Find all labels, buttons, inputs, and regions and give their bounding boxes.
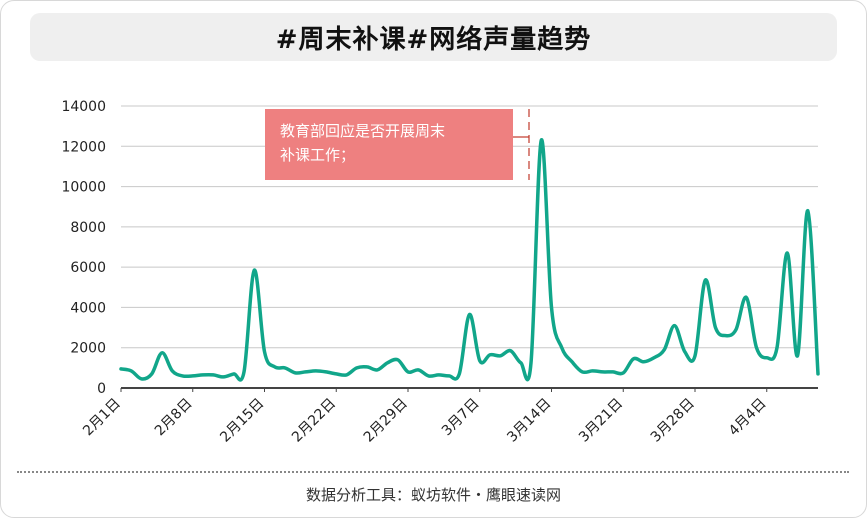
title-bar: #周末补课#网络声量趋势: [30, 13, 837, 61]
x-tick-label: 2月22日: [289, 396, 339, 446]
x-tick-label: 3月14日: [504, 396, 554, 446]
y-axis: 0 2000 4000 6000 8000 10000 12000 14000: [61, 99, 106, 397]
y-tick-label: 12000: [61, 139, 106, 155]
y-tick-label: 14000: [61, 99, 106, 115]
series-line: [119, 138, 820, 382]
chart-title: #周末补课#网络声量趋势: [275, 24, 592, 55]
y-tick-label: 0: [97, 381, 106, 397]
x-tick-label: 3月28日: [648, 396, 698, 446]
x-tick-label: 3月7日: [439, 396, 483, 440]
x-tick-label: 2月1日: [80, 396, 124, 440]
annotation-text-line1: 教育部回应是否开展周末: [280, 122, 445, 140]
y-tick-label: 4000: [70, 300, 106, 316]
annotation-box: [265, 109, 513, 180]
y-tick-label: 8000: [70, 220, 106, 236]
source-note: 数据分析工具：蚁坊软件・鹰眼速读网: [305, 486, 561, 504]
annotation-text-line2: 补课工作；: [280, 146, 355, 164]
x-tick-label: 3月21日: [576, 396, 626, 446]
x-axis: 2月1日 2月8日 2月15日 2月22日 2月29日 3月7日 3月14日 3月21日 3月2…: [80, 388, 770, 446]
x-tick-label: 2月8日: [152, 396, 196, 440]
x-tick-label: 2月29日: [361, 396, 411, 446]
annotation: 教育部回应是否开展周末 补课工作；: [265, 109, 530, 180]
footer-divider: [17, 471, 849, 473]
y-tick-label: 10000: [61, 180, 106, 196]
x-tick-label: 2月15日: [217, 396, 267, 446]
y-tick-label: 2000: [70, 341, 106, 357]
y-tick-label: 6000: [70, 260, 106, 276]
x-tick-label: 4月4日: [726, 396, 770, 440]
series-layer: [119, 138, 820, 382]
